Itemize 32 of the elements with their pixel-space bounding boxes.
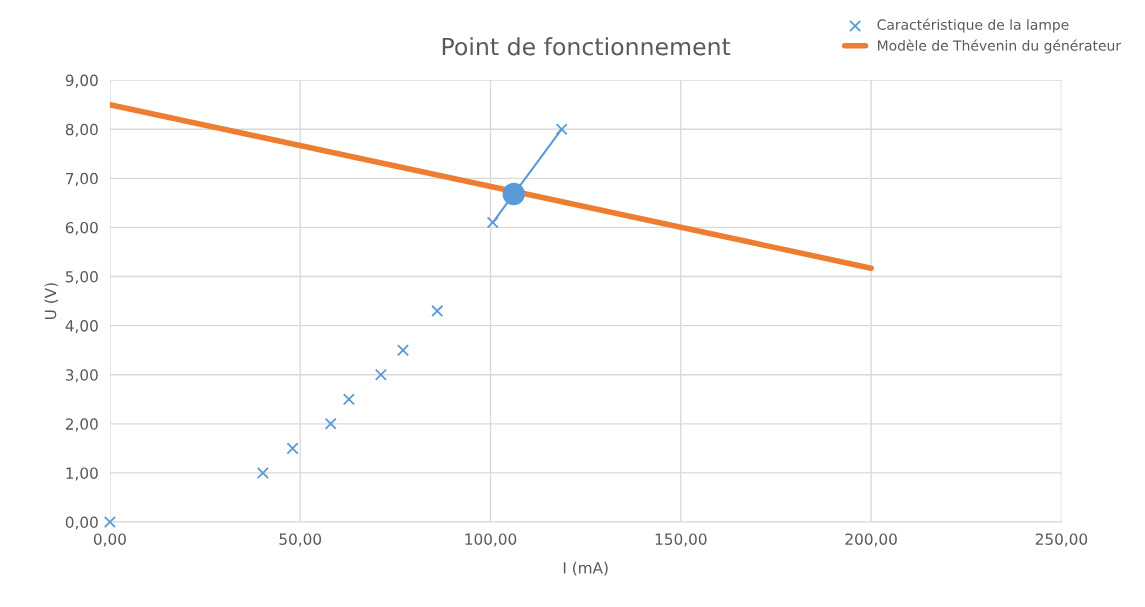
point [103,515,116,529]
point [374,368,387,381]
point [256,466,269,479]
y-tick-label: 8,00 [65,123,98,137]
x-tick-label: 50,00 [279,533,322,547]
y-tick-label: 5,00 [65,270,98,285]
x-tick-label: 150,00 [655,533,707,547]
point [431,304,444,317]
point [502,182,525,206]
x-tick-label: 100,00 [465,533,517,547]
x-tick-label: 0,00 [93,533,126,547]
y-tick-label: 3,00 [65,369,98,383]
chart-title: Point de fonctionnement [442,37,731,56]
y-tick-label: 9,00 [65,74,98,88]
y-axis-title: U (V) [44,283,59,319]
point [324,417,337,430]
x-axis-title: I (mA) [563,561,608,576]
legend-label: Caractéristique de la lampe [877,18,1069,33]
y-tick-label: 7,00 [66,172,98,186]
y-tick-label: 4,00 [65,320,98,334]
point [286,442,299,455]
legend-label: Modèle de Thévenin du générateur [878,39,1122,54]
y-tick-label: 2,00 [65,418,98,432]
x-tick-label: 250,00 [1035,533,1088,547]
y-tick-label: 1,00 [66,467,98,481]
point [396,344,410,357]
point [555,123,568,136]
point [342,393,355,406]
point [486,216,499,229]
y-tick-label: 0,00 [65,516,98,530]
y-tick-label: 6,00 [65,221,98,235]
x-tick-label: 200,00 [845,533,897,547]
